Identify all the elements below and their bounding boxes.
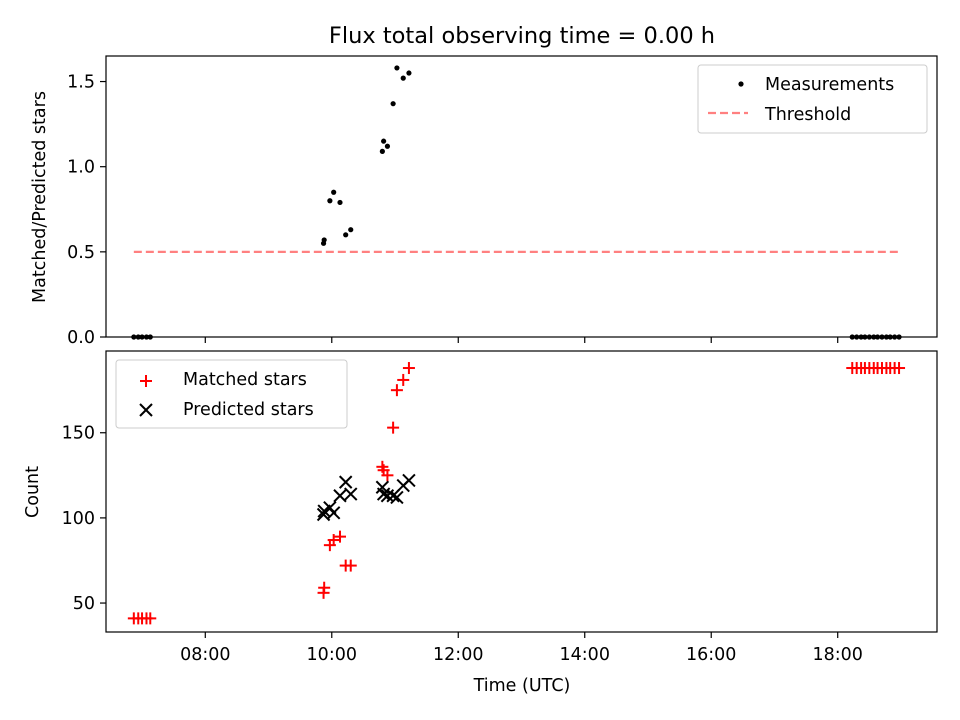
predicted-marker-stroke — [390, 490, 404, 505]
predicted-star-marker — [326, 506, 341, 520]
legend-measurements-marker — [738, 81, 744, 87]
predicted-marker-stroke — [333, 489, 347, 503]
bottom-x-ticks: 08:00 10:00 12:00 14:00 16:00 18:00 — [180, 632, 863, 665]
matched-star-marker — [318, 581, 331, 594]
bottom-y-axis-label: Count — [23, 466, 43, 518]
top-y-tick-label: 1.5 — [67, 73, 95, 93]
measurement-point — [381, 138, 387, 144]
bottom-legend-box — [115, 359, 348, 429]
top-x-ticks — [204, 337, 839, 343]
measurement-point — [379, 148, 385, 154]
top-y-ticks: 0.0 0.5 1.0 1.5 — [67, 73, 106, 348]
predicted-marker-stroke — [402, 473, 416, 488]
x-tick-label: 14:00 — [560, 645, 610, 665]
x-axis-label: Time (UTC) — [473, 676, 571, 696]
predicted-marker-stroke — [344, 487, 358, 501]
predicted-marker-stroke — [338, 475, 353, 489]
bottom-legend: Matched stars Predicted stars — [115, 359, 348, 429]
matched-star-marker — [381, 469, 394, 482]
legend-predicted-marker — [139, 403, 153, 417]
chart-title: Flux total observing time = 0.00 h — [329, 23, 715, 49]
predicted-marker-stroke — [375, 480, 390, 494]
x-tick-label: 16:00 — [686, 645, 736, 665]
measurement-point — [400, 75, 406, 81]
predicted-star-marker — [333, 489, 347, 503]
legend-threshold-label: Threshold — [764, 105, 851, 125]
measurement-point — [384, 143, 391, 149]
measurement-point — [390, 101, 396, 107]
top-y-tick-label: 0.0 — [67, 328, 95, 348]
matched-star-marker — [397, 373, 410, 386]
measurement-point — [406, 70, 412, 76]
matched-star-marker — [327, 534, 340, 547]
matched-star-marker — [893, 362, 906, 375]
measurement-point — [348, 227, 354, 233]
measurement-point — [394, 65, 400, 71]
measurement-point — [343, 232, 349, 238]
predicted-star-marker — [390, 490, 404, 505]
bottom-y-tick-label: 50 — [73, 594, 95, 614]
top-y-axis-label: Matched/Predicted stars — [30, 91, 50, 303]
matched-star-marker — [402, 362, 415, 375]
matched-star-marker — [333, 530, 346, 543]
predicted-star-marker — [338, 475, 353, 489]
x-tick-label: 18:00 — [812, 645, 862, 665]
predicted-marker-stroke — [326, 506, 341, 520]
matched-star-marker — [344, 559, 357, 572]
legend-matched-label: Matched stars — [183, 370, 307, 390]
matched-star-marker — [144, 612, 157, 625]
top-y-tick-label: 0.5 — [67, 243, 95, 263]
bottom-y-tick-label: 150 — [62, 424, 95, 444]
predicted-star-marker — [344, 487, 358, 501]
measurement-point — [321, 237, 327, 243]
legend-measurements-label: Measurements — [765, 75, 894, 95]
matched-stars-points — [127, 362, 906, 625]
predicted-star-marker — [402, 473, 416, 488]
top-y-tick-label: 1.0 — [67, 158, 95, 178]
measurement-point — [331, 189, 337, 195]
top-panel: 0.0 0.5 1.0 1.5 Matched/Predicted stars Mea… — [30, 55, 938, 348]
matched-star-marker — [387, 421, 400, 434]
bottom-y-tick-label: 100 — [62, 509, 95, 529]
top-axes-frame — [105, 55, 938, 338]
x-tick-label: 12:00 — [433, 645, 483, 665]
predicted-marker-stroke — [386, 489, 400, 503]
x-tick-label: 10:00 — [307, 645, 357, 665]
x-tick-label: 08:00 — [180, 645, 230, 665]
legend-predicted-label: Predicted stars — [183, 400, 314, 420]
bottom-y-ticks: 50 100 150 — [62, 424, 106, 614]
measurement-point — [327, 198, 333, 204]
matched-star-marker — [390, 384, 403, 397]
legend-matched-marker — [140, 375, 152, 387]
top-legend-box — [697, 64, 928, 134]
measurement-point — [337, 199, 343, 206]
top-legend: Measurements Threshold — [697, 64, 928, 134]
predicted-stars-points — [316, 473, 416, 522]
bottom-axes-frame — [105, 350, 938, 633]
predicted-star-marker — [386, 489, 400, 503]
